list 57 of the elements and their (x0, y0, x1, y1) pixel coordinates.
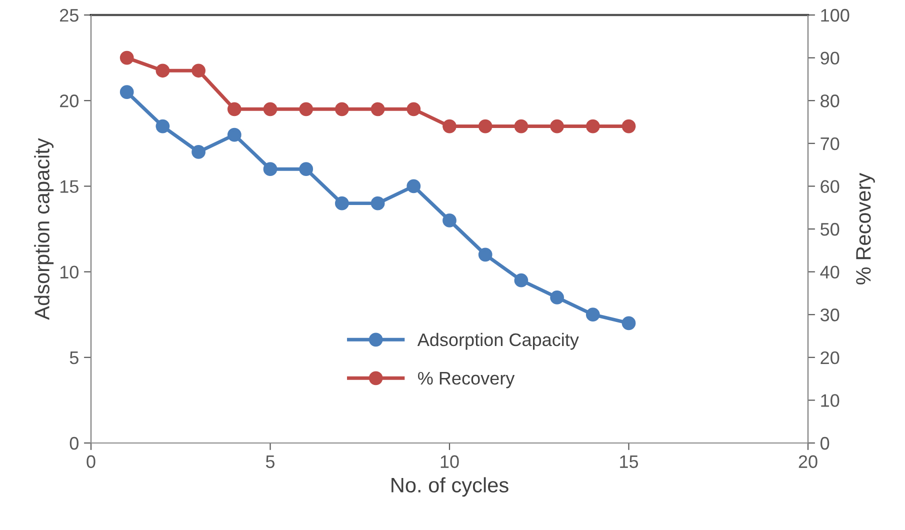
y2-tick-label: 100 (821, 8, 850, 22)
x-tick-label: 5 (266, 455, 275, 468)
point (192, 145, 206, 159)
x-axis-title: No. of cycles (392, 477, 508, 497)
y-tick-label: 10 (60, 266, 78, 279)
point (263, 102, 278, 116)
point (514, 273, 528, 288)
y2-tick-label: 60 (820, 180, 840, 193)
point (550, 119, 564, 134)
point (227, 102, 242, 116)
y2-tick-label: 40 (820, 266, 840, 279)
legend-label: % Recovery (418, 372, 515, 388)
point (478, 119, 492, 134)
point (156, 64, 170, 78)
point (370, 196, 385, 210)
y2-tick-label: 30 (820, 308, 840, 322)
y2-tick-label: 20 (820, 351, 840, 364)
point (550, 290, 564, 304)
y2-tick-label: 50 (820, 222, 840, 236)
y2-tick-label: 0 (820, 436, 830, 450)
y-tick-label: 5 (70, 352, 78, 364)
point (335, 196, 349, 210)
point (514, 119, 528, 134)
y2-tick-label: 80 (820, 94, 840, 108)
point (622, 316, 636, 330)
y2-axis-title: % Recovery (856, 172, 875, 284)
x-tick-label: 0 (86, 455, 96, 468)
point (335, 102, 349, 116)
y-tick-label: 25 (60, 8, 78, 22)
point (299, 102, 314, 116)
point (370, 102, 385, 116)
y-tick-label: 15 (60, 180, 78, 193)
point (406, 102, 421, 116)
y2-tick-label: 10 (821, 394, 840, 407)
point (442, 119, 456, 134)
x-tick-label: 20 (798, 455, 818, 468)
y-axis-title: Adsorption capacity (34, 138, 54, 320)
point (120, 85, 134, 99)
y-tick-label: 20 (60, 94, 78, 108)
x-tick-label: 10 (440, 455, 459, 468)
point (586, 308, 600, 322)
point (478, 248, 492, 262)
y2-tick-label: 90 (820, 52, 840, 65)
point (227, 128, 242, 142)
point (263, 162, 278, 176)
x-tick-label: 15 (620, 455, 638, 468)
point (156, 119, 170, 134)
y-tick-label: 0 (70, 436, 78, 450)
point (622, 119, 636, 134)
point (192, 64, 206, 78)
point (406, 179, 421, 194)
point (442, 213, 456, 228)
point (586, 119, 600, 134)
point (299, 162, 314, 176)
legend-label: Adsorption Capacity (417, 332, 579, 350)
point (120, 50, 134, 65)
y2-tick-label: 70 (820, 137, 840, 150)
